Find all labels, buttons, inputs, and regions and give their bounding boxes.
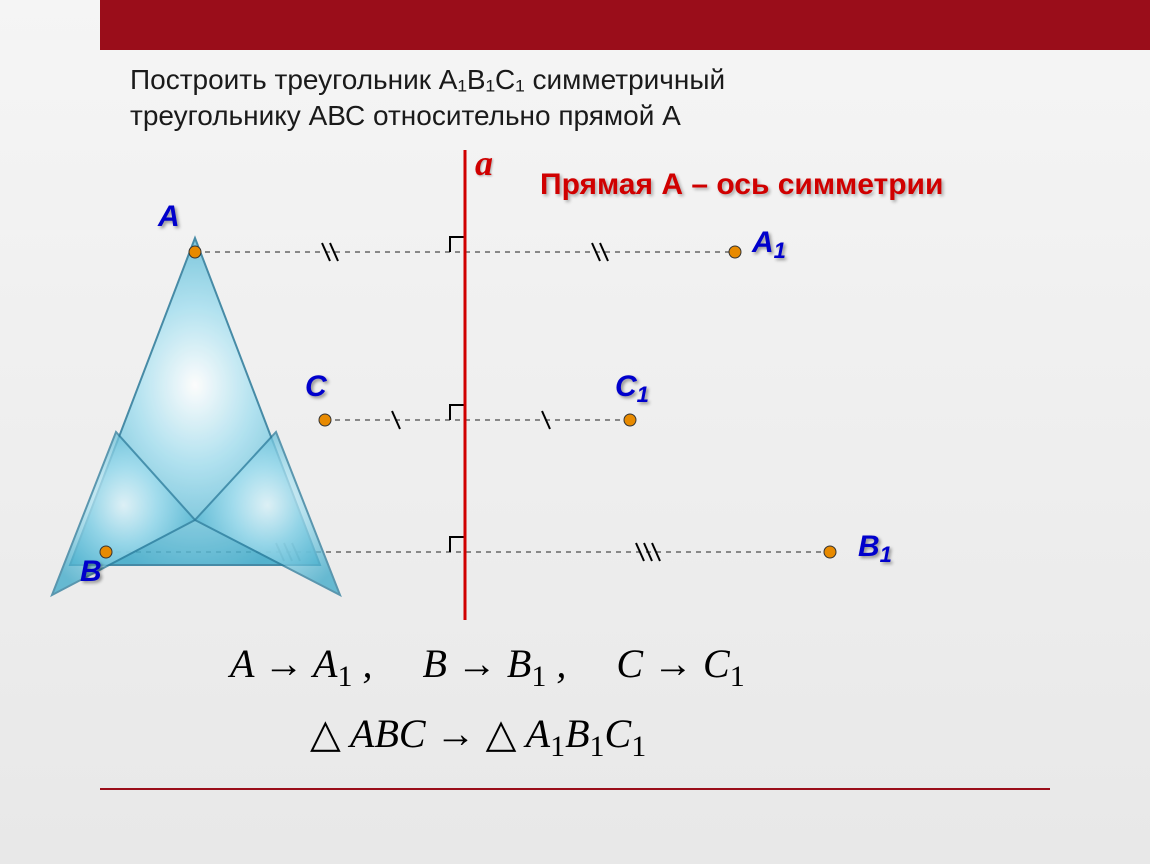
math-line-2: △ ABC → △ A1B1C1 bbox=[310, 710, 646, 764]
triangle-star bbox=[52, 238, 340, 595]
point-A1 bbox=[729, 246, 741, 258]
label-A1: А1 bbox=[752, 226, 786, 260]
point-A bbox=[189, 246, 201, 258]
label-C: С bbox=[305, 370, 327, 404]
header-bar bbox=[100, 0, 1150, 50]
label-C1: С1 bbox=[615, 370, 649, 404]
bottom-rule bbox=[100, 788, 1050, 790]
point-B1 bbox=[824, 546, 836, 558]
label-B1: В1 bbox=[858, 530, 892, 564]
perp-mark-B bbox=[450, 537, 465, 552]
math-A-to-A1: A → A1 , bbox=[230, 641, 372, 686]
math-line-1: A → A1 , B → B1 , C → C1 bbox=[230, 640, 745, 694]
symmetry-axis-text: Прямая А – ось симметрии bbox=[540, 168, 943, 202]
math-B-to-B1: B → B1 , bbox=[422, 641, 566, 686]
ticks-B-right bbox=[636, 543, 660, 561]
label-A: А bbox=[158, 200, 180, 234]
perp-mark-C bbox=[450, 405, 465, 420]
task-line-2: треугольнику АВС относительно прямой А bbox=[130, 100, 681, 131]
math-C-to-C1: C → C1 bbox=[616, 641, 744, 686]
perp-mark-A bbox=[450, 237, 465, 252]
right-angle-marks bbox=[450, 237, 465, 552]
task-text: Построить треугольник А₁В₁С₁ симметричны… bbox=[130, 62, 725, 135]
point-C bbox=[319, 414, 331, 426]
label-B: В bbox=[80, 555, 102, 589]
point-C1 bbox=[624, 414, 636, 426]
task-line-1: Построить треугольник А₁В₁С₁ симметричны… bbox=[130, 64, 725, 95]
axis-label: a bbox=[475, 142, 493, 184]
tick-marks bbox=[276, 243, 660, 561]
